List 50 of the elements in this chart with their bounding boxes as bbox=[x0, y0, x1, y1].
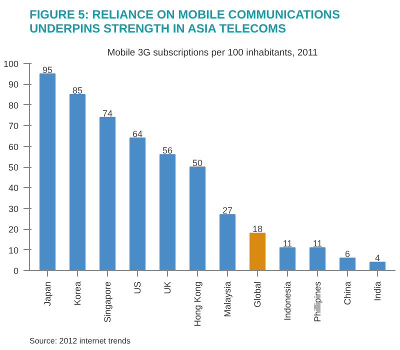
y-tick-label: 60 bbox=[8, 142, 19, 152]
x-tick-label: Phillipines bbox=[312, 281, 322, 322]
x-tick-label: Korea bbox=[72, 281, 82, 306]
x-tick-label: Global bbox=[252, 282, 262, 308]
y-tick-label: 40 bbox=[8, 183, 19, 194]
bar bbox=[40, 73, 56, 270]
data-label: 4 bbox=[374, 253, 380, 264]
chart-title: FIGURE 5: RELIANCE ON MOBILE COMMUNICATIONS UNDERPINS STRENGTH IN ASIA TELECOMS bbox=[30, 8, 340, 36]
bar bbox=[220, 214, 236, 270]
data-label: 95 bbox=[42, 64, 53, 75]
data-label: 74 bbox=[102, 108, 113, 118]
data-label: 50 bbox=[192, 158, 203, 168]
data-label: 64 bbox=[132, 129, 143, 140]
data-label: 56 bbox=[162, 146, 173, 156]
x-tick-label: Japan bbox=[42, 281, 52, 306]
bar bbox=[70, 94, 86, 270]
bar bbox=[190, 166, 206, 270]
chart-subtitle: Mobile 3G subscriptions per 100 inhabitants, 2011 bbox=[107, 48, 318, 58]
data-label: 27 bbox=[222, 206, 233, 216]
data-label: 85 bbox=[72, 86, 83, 96]
y-tick-label: 100 bbox=[3, 59, 19, 69]
bar bbox=[100, 116, 116, 270]
y-tick-label: 80 bbox=[8, 100, 19, 110]
y-tick-label: 0 bbox=[13, 266, 19, 276]
x-tick-label: US bbox=[132, 281, 142, 294]
bar bbox=[280, 247, 296, 270]
x-tick-label: India bbox=[372, 281, 382, 302]
data-label: 18 bbox=[252, 224, 263, 234]
source-note: Source: 2012 internet trends bbox=[30, 336, 130, 346]
data-label: 6 bbox=[344, 249, 350, 260]
x-tick-label: Singapore bbox=[102, 281, 112, 323]
x-tick-label: UK bbox=[162, 281, 172, 294]
bar bbox=[130, 138, 146, 270]
data-label: 11 bbox=[312, 238, 322, 249]
x-tick-label: Malaysia bbox=[222, 281, 232, 318]
bar bbox=[250, 232, 266, 270]
data-label: 11 bbox=[282, 238, 292, 249]
bar bbox=[310, 247, 326, 270]
y-tick-label: 50 bbox=[8, 162, 19, 172]
y-tick-label: 90 bbox=[8, 80, 19, 90]
bar bbox=[160, 154, 176, 270]
x-tick-label: China bbox=[342, 282, 352, 306]
x-tick-label: Indonesia bbox=[282, 281, 292, 321]
x-tick-label: Hong Kong bbox=[192, 281, 202, 327]
bar bbox=[340, 258, 356, 270]
y-tick-label: 70 bbox=[8, 121, 19, 132]
y-tick-label: 30 bbox=[8, 204, 19, 214]
y-tick-label: 20 bbox=[8, 224, 19, 235]
bar bbox=[370, 262, 386, 270]
y-tick-label: 10 bbox=[8, 245, 19, 256]
